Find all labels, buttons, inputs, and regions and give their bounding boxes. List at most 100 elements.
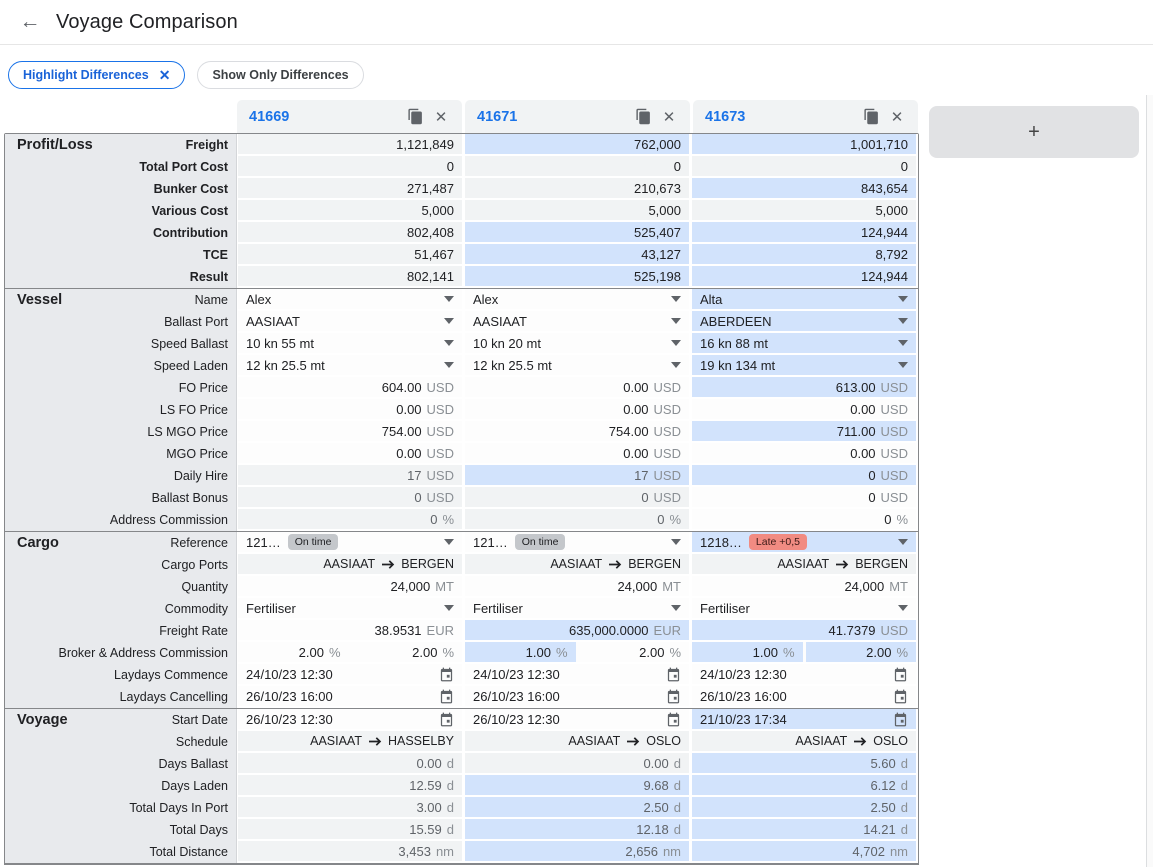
commission-subcell[interactable]: 1.00% [692, 642, 803, 662]
chevron-down-icon[interactable] [444, 539, 454, 545]
highlight-differences-chip[interactable]: Highlight Differences ✕ [8, 61, 186, 89]
remove-column-icon[interactable]: ✕ [434, 108, 448, 126]
cell-ls-mgo-price-41671[interactable]: 754.00 USD [465, 421, 689, 442]
cell-name-41673[interactable]: Alta [692, 289, 916, 310]
chevron-down-icon[interactable] [671, 318, 681, 324]
calendar-icon[interactable] [439, 667, 454, 682]
copy-voyage-icon[interactable] [402, 105, 428, 129]
cell-reference-41671[interactable]: 121… On time [465, 532, 689, 553]
cell-fo-price-41671[interactable]: 0.00 USD [465, 377, 689, 398]
cell-speed-laden-41671[interactable]: 12 kn 25.5 mt [465, 355, 689, 376]
chevron-down-icon[interactable] [898, 605, 908, 611]
commission-subcell[interactable]: 2.00% [351, 642, 462, 662]
cell-ballast-bonus-41673[interactable]: 0 USD [692, 487, 916, 508]
cell-ls-mgo-price-41669[interactable]: 754.00 USD [238, 421, 462, 442]
voyage-id-link[interactable]: 41669 [249, 108, 290, 125]
cell-fo-price-41673[interactable]: 613.00 USD [692, 377, 916, 398]
cell-address-commission-41673[interactable]: 0% [692, 509, 916, 530]
calendar-icon[interactable] [666, 689, 681, 704]
cell-mgo-price-41673[interactable]: 0.00 USD [692, 443, 916, 464]
cell-start-date-41671[interactable]: 26/10/23 12:30 [465, 709, 689, 730]
cell-commodity-41669[interactable]: Fertiliser [238, 598, 462, 619]
cell-ballast-port-41673[interactable]: ABERDEEN [692, 311, 916, 332]
cell-daily-hire-41673[interactable]: 0 USD [692, 465, 916, 486]
commission-subcell[interactable]: 1.00% [465, 642, 576, 662]
chevron-down-icon[interactable] [671, 340, 681, 346]
chevron-down-icon[interactable] [671, 362, 681, 368]
calendar-icon[interactable] [439, 689, 454, 704]
cell-freight-rate-41673[interactable]: 41.7379 USD [692, 620, 916, 641]
cell-ballast-port-41669[interactable]: AASIAAT [238, 311, 462, 332]
cell-freight-rate-41669[interactable]: 38.9531 EUR [238, 620, 462, 641]
cell-speed-laden-41673[interactable]: 19 kn 134 mt [692, 355, 916, 376]
commission-subcell[interactable]: 2.00% [238, 642, 349, 662]
chip-close-icon[interactable]: ✕ [158, 66, 171, 83]
cell-quantity-41673[interactable]: 24,000 MT [692, 576, 916, 597]
remove-column-icon[interactable]: ✕ [890, 108, 904, 126]
cell-commodity-41673[interactable]: Fertiliser [692, 598, 916, 619]
cell-fo-price-41669[interactable]: 604.00 USD [238, 377, 462, 398]
cell-reference-41669[interactable]: 121… On time [238, 532, 462, 553]
chevron-down-icon[interactable] [444, 318, 454, 324]
cell-ballast-port-41671[interactable]: AASIAAT [465, 311, 689, 332]
chevron-down-icon[interactable] [444, 296, 454, 302]
cell-ls-mgo-price-41673[interactable]: 711.00 USD [692, 421, 916, 442]
vertical-scrollbar[interactable] [1146, 95, 1153, 867]
cell-speed-ballast-41669[interactable]: 10 kn 55 mt [238, 333, 462, 354]
calendar-icon[interactable] [893, 667, 908, 682]
remove-column-icon[interactable]: ✕ [662, 108, 676, 126]
cell-speed-laden-41669[interactable]: 12 kn 25.5 mt [238, 355, 462, 376]
copy-voyage-icon[interactable] [858, 105, 884, 129]
row-cells: 1,121,849 762,000 1,001,710 [237, 134, 918, 156]
back-arrow-icon[interactable]: ← [19, 10, 41, 33]
voyage-id-link[interactable]: 41673 [705, 108, 746, 125]
cell-unit: USD [426, 401, 454, 417]
copy-voyage-icon[interactable] [630, 105, 656, 129]
cell-ls-fo-price-41669[interactable]: 0.00 USD [238, 399, 462, 420]
cell-ls-fo-price-41673[interactable]: 0.00 USD [692, 399, 916, 420]
chevron-down-icon[interactable] [671, 605, 681, 611]
cell-reference-41673[interactable]: 1218… Late +0,5 [692, 532, 916, 553]
cell-laydays-cancelling-41671[interactable]: 26/10/23 16:00 [465, 686, 689, 707]
cell-laydays-commence-41669[interactable]: 24/10/23 12:30 [238, 664, 462, 685]
cell-name-41671[interactable]: Alex [465, 289, 689, 310]
show-only-differences-chip[interactable]: Show Only Differences [197, 61, 364, 89]
cell-quantity-41671[interactable]: 24,000 MT [465, 576, 689, 597]
calendar-icon[interactable] [439, 712, 454, 727]
calendar-icon[interactable] [893, 712, 908, 727]
row-label: Name [194, 293, 228, 307]
cell-laydays-commence-41671[interactable]: 24/10/23 12:30 [465, 664, 689, 685]
cell-start-date-41669[interactable]: 26/10/23 12:30 [238, 709, 462, 730]
chevron-down-icon[interactable] [898, 340, 908, 346]
voyage-id-link[interactable]: 41671 [477, 108, 518, 125]
chevron-down-icon[interactable] [671, 539, 681, 545]
calendar-icon[interactable] [893, 689, 908, 704]
cell-commodity-41671[interactable]: Fertiliser [465, 598, 689, 619]
chevron-down-icon[interactable] [898, 539, 908, 545]
add-voyage-column-button[interactable]: + [929, 106, 1139, 158]
commission-subcell[interactable]: 2.00% [578, 642, 689, 662]
cell-start-date-41673[interactable]: 21/10/23 17:34 [692, 709, 916, 730]
calendar-icon[interactable] [666, 712, 681, 727]
chevron-down-icon[interactable] [444, 362, 454, 368]
cell-mgo-price-41671[interactable]: 0.00 USD [465, 443, 689, 464]
cell-laydays-cancelling-41669[interactable]: 26/10/23 16:00 [238, 686, 462, 707]
cell-name-41669[interactable]: Alex [238, 289, 462, 310]
chevron-down-icon[interactable] [444, 340, 454, 346]
cell-quantity-41669[interactable]: 24,000 MT [238, 576, 462, 597]
chevron-down-icon[interactable] [898, 318, 908, 324]
chevron-down-icon[interactable] [671, 296, 681, 302]
cell-ls-fo-price-41671[interactable]: 0.00 USD [465, 399, 689, 420]
chevron-down-icon[interactable] [444, 605, 454, 611]
row-label-cell: Days Ballast [5, 753, 237, 775]
commission-subcell[interactable]: 2.00% [805, 642, 916, 662]
chevron-down-icon[interactable] [898, 296, 908, 302]
cell-mgo-price-41669[interactable]: 0.00 USD [238, 443, 462, 464]
calendar-icon[interactable] [666, 667, 681, 682]
cell-speed-ballast-41671[interactable]: 10 kn 20 mt [465, 333, 689, 354]
cell-freight-rate-41671[interactable]: 635,000.0000 EUR [465, 620, 689, 641]
cell-laydays-commence-41673[interactable]: 24/10/23 12:30 [692, 664, 916, 685]
cell-laydays-cancelling-41673[interactable]: 26/10/23 16:00 [692, 686, 916, 707]
chevron-down-icon[interactable] [898, 362, 908, 368]
cell-speed-ballast-41673[interactable]: 16 kn 88 mt [692, 333, 916, 354]
